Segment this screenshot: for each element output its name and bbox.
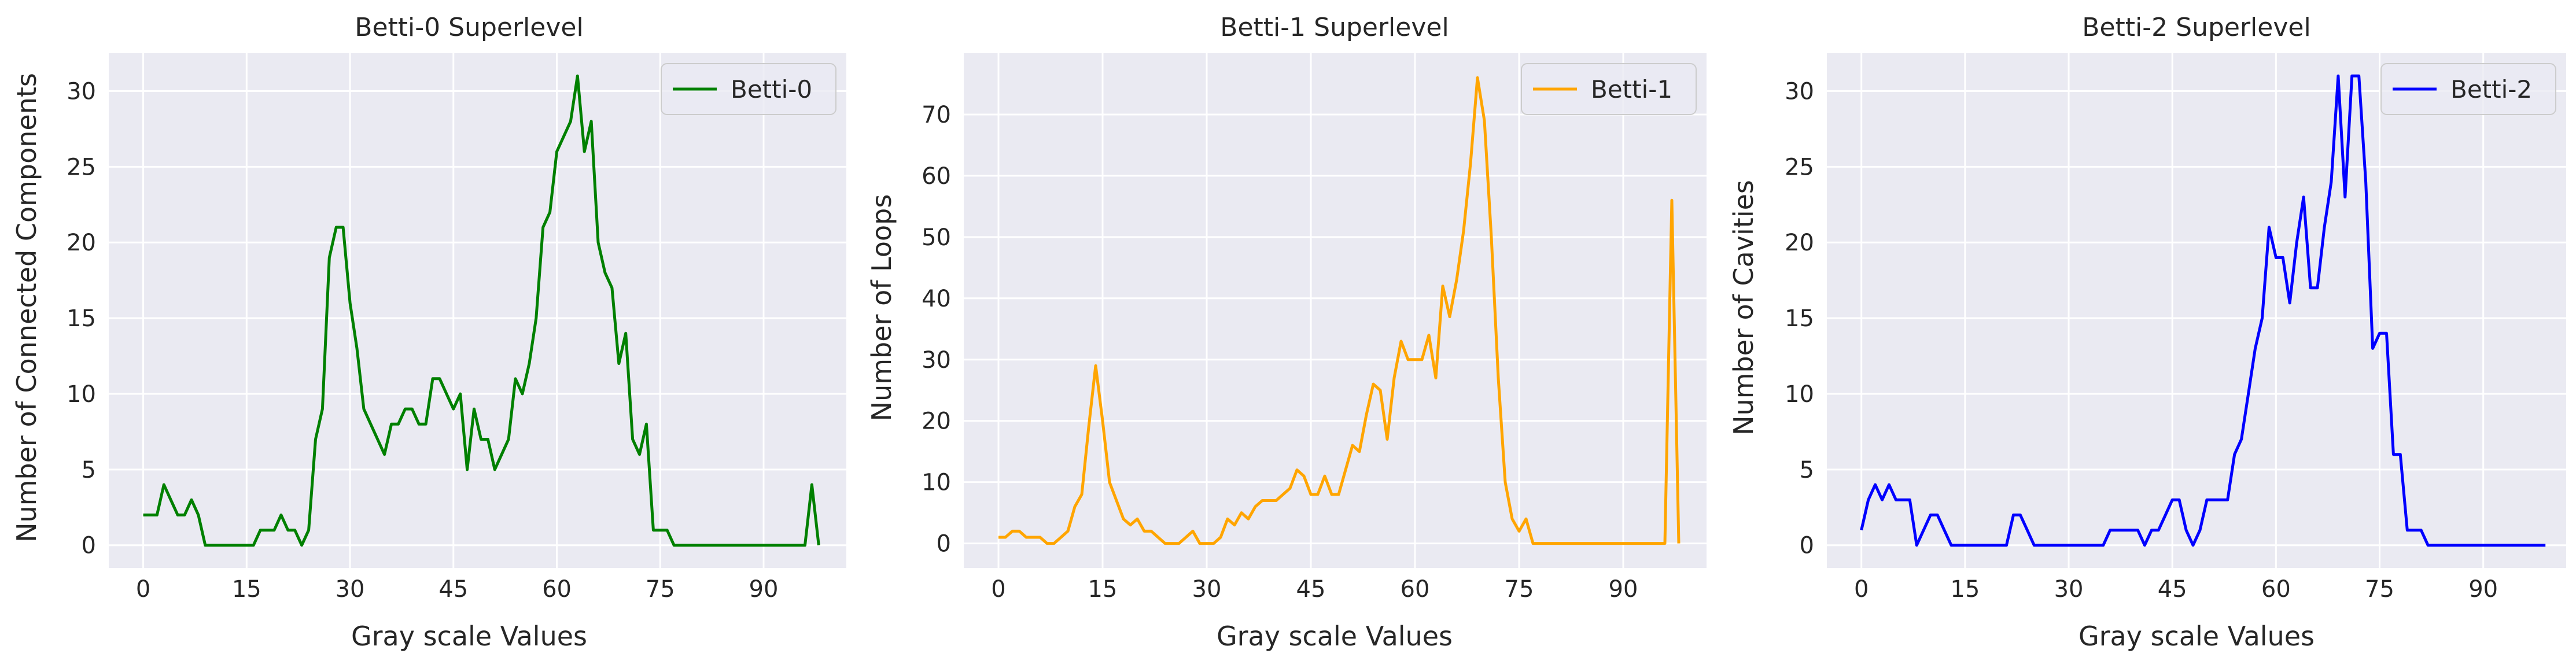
plot-area: [1827, 53, 2566, 568]
y-tick-label: 50: [922, 224, 951, 251]
x-tick-label: 75: [2365, 576, 2394, 603]
x-tick-label: 45: [1296, 576, 1326, 603]
x-tick-label: 0: [991, 576, 1005, 603]
legend-box: [2380, 63, 2556, 115]
y-axis-label: Number of Cavities: [1728, 180, 1759, 436]
y-tick-label: 20: [67, 230, 96, 256]
legend-label: Betti-2: [2450, 75, 2532, 104]
y-tick-label: 10: [1785, 381, 1814, 408]
y-tick-label: 15: [1785, 305, 1814, 332]
betti-1-chart: Betti-1 Superlevel Gray scale Values Num…: [866, 13, 1707, 652]
y-tick-label: 70: [922, 102, 951, 128]
chart-title: Betti-1 Superlevel: [1220, 13, 1449, 42]
series-line: [143, 74, 820, 547]
x-tick-label: 15: [1950, 576, 1980, 603]
plot-area: [964, 53, 1707, 568]
y-tick-label: 20: [922, 408, 951, 435]
series-line: [998, 76, 1681, 545]
y-tick-label: 30: [922, 347, 951, 374]
x-tick-label: 0: [136, 576, 150, 603]
chart-title: Betti-0 Superlevel: [355, 13, 583, 42]
x-tick-label: 60: [2261, 576, 2291, 603]
legend-label: Betti-1: [1591, 75, 1672, 104]
y-tick-label: 0: [937, 531, 951, 558]
x-tick-label: 30: [1192, 576, 1222, 603]
betti-2-chart: Betti-2 Superlevel Gray scale Values Num…: [1728, 13, 2566, 652]
legend-box: [1521, 63, 1697, 115]
y-tick-label: 5: [82, 457, 96, 484]
x-tick-label: 75: [1505, 576, 1534, 603]
x-tick-label: 60: [542, 576, 572, 603]
plot-area: [109, 53, 846, 568]
x-axis-label: Gray scale Values: [2079, 621, 2315, 652]
series-line: [1860, 74, 2546, 547]
x-tick-label: 30: [2054, 576, 2084, 603]
x-tick-label: 90: [749, 576, 779, 603]
y-tick-label: 0: [82, 533, 96, 559]
x-tick-label: 60: [1401, 576, 1430, 603]
y-tick-label: 30: [1785, 78, 1814, 105]
y-tick-label: 30: [67, 78, 96, 105]
y-tick-label: 10: [67, 381, 96, 408]
x-tick-label: 30: [336, 576, 365, 603]
x-axis-label: Gray scale Values: [1217, 621, 1453, 652]
y-tick-label: 60: [922, 163, 951, 190]
y-tick-label: 25: [1785, 154, 1814, 180]
y-tick-label: 20: [1785, 230, 1814, 256]
x-tick-label: 0: [1854, 576, 1869, 603]
y-tick-label: 40: [922, 286, 951, 312]
x-tick-label: 90: [2468, 576, 2498, 603]
chart-title: Betti-2 Superlevel: [2082, 13, 2310, 42]
x-tick-label: 15: [232, 576, 261, 603]
y-tick-label: 15: [67, 305, 96, 332]
y-tick-label: 5: [1800, 457, 1814, 484]
x-tick-label: 45: [2158, 576, 2187, 603]
x-tick-label: 15: [1088, 576, 1118, 603]
legend-box: [661, 63, 836, 115]
y-tick-label: 0: [1800, 533, 1814, 559]
x-tick-label: 45: [438, 576, 468, 603]
y-axis-label: Number of Loops: [866, 194, 897, 422]
betti-0-chart: Betti-0 Superlevel Gray scale Values Num…: [11, 13, 846, 652]
x-tick-label: 75: [646, 576, 675, 603]
legend-label: Betti-0: [731, 75, 812, 104]
y-tick-label: 25: [67, 154, 96, 180]
y-tick-label: 10: [922, 470, 951, 496]
y-axis-label: Number of Connected Components: [11, 73, 42, 542]
x-axis-label: Gray scale Values: [351, 621, 587, 652]
x-tick-label: 90: [1609, 576, 1638, 603]
